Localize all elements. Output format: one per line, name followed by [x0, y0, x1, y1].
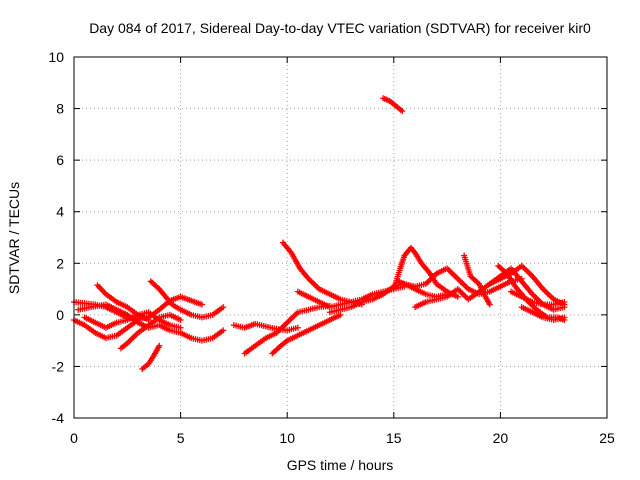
tick-labels: 0 5 10 15 20 25 -4 -2 0 2 4 6 8 10	[48, 49, 615, 446]
x-axis-label: GPS time / hours	[287, 457, 394, 473]
grid-lines	[74, 57, 607, 418]
x-tick-label: 20	[493, 430, 509, 446]
y-axis-label: SDTVAR / TECUs	[6, 182, 22, 294]
data-point	[220, 304, 227, 311]
x-tick-label: 25	[599, 430, 615, 446]
data-point	[561, 304, 568, 311]
data-point	[294, 324, 301, 331]
data-point	[156, 342, 163, 349]
data-point	[411, 248, 418, 255]
data-marks	[71, 95, 568, 373]
x-tick-label: 15	[386, 430, 402, 446]
y-tick-label: 8	[56, 101, 64, 117]
data-point	[561, 314, 568, 321]
y-tick-label: 4	[56, 204, 64, 220]
chart-title: Day 084 of 2017, Sidereal Day-to-day VTE…	[89, 20, 591, 36]
x-tick-label: 5	[177, 430, 185, 446]
data-point	[220, 327, 227, 334]
data-point	[454, 293, 461, 300]
y-tick-label: 2	[56, 255, 64, 271]
data-point	[337, 311, 344, 318]
y-tick-label: -4	[52, 410, 65, 426]
data-point	[561, 298, 568, 305]
y-tick-label: 10	[48, 49, 64, 65]
data-point	[198, 301, 205, 308]
data-point	[177, 317, 184, 324]
plot-frame	[73, 56, 608, 419]
y-tick-label: 6	[56, 152, 64, 168]
data-point	[486, 301, 493, 308]
data-point	[145, 317, 152, 324]
y-tick-label: 0	[56, 307, 64, 323]
x-tick-label: 0	[70, 430, 78, 446]
x-tick-label: 10	[279, 430, 295, 446]
data-point	[399, 108, 406, 115]
y-tick-label: -2	[52, 358, 65, 374]
data-point	[134, 317, 141, 324]
data-point	[177, 324, 184, 331]
